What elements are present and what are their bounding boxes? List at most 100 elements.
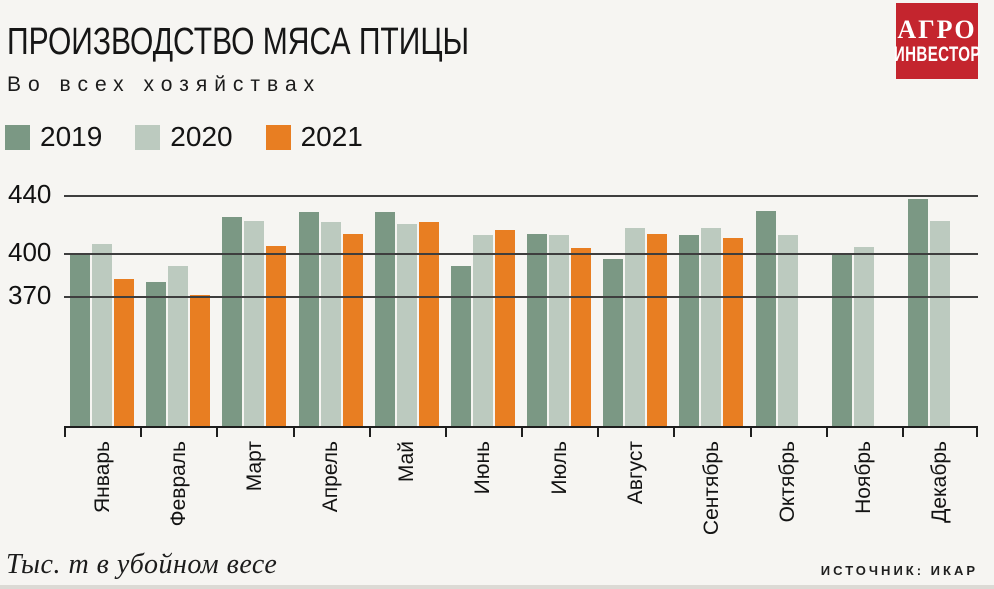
bar-slot-2021-Март — [266, 186, 287, 427]
bar-2020-Ноябрь — [853, 246, 874, 427]
bar-2019-Май — [374, 212, 395, 427]
bar-2020-Июнь — [472, 235, 493, 427]
legend-item-2021: 2021 — [265, 121, 363, 153]
bar-group-Июнь — [445, 186, 521, 427]
bar-slot-2019-Сентябрь — [679, 186, 700, 427]
bar-slot-2021-Август — [647, 186, 668, 427]
legend-item-2019: 2019 — [5, 121, 102, 153]
legend-label-2021: 2021 — [300, 121, 363, 152]
bar-slot-2021-Сентябрь — [723, 186, 744, 427]
bar-group-Август — [597, 186, 673, 427]
legend-item-2020: 2020 — [135, 121, 233, 153]
x-axis-tick-12 — [976, 427, 978, 437]
bar-slot-2021-Июнь — [494, 186, 515, 427]
bar-2020-Март — [244, 220, 265, 427]
x-label-cell-Сентябрь: Сентябрь — [673, 441, 749, 535]
x-axis-tick-9 — [749, 427, 752, 437]
bar-slot-2021-Июль — [571, 186, 591, 427]
gridline-370 — [64, 296, 978, 299]
bar-slot-2019-Июнь — [450, 186, 471, 427]
x-label-Декабрь: Декабрь — [928, 441, 952, 523]
bar-2021-Апрель — [342, 233, 363, 427]
bar-slot-2020-Июль — [549, 186, 569, 427]
x-label-cell-Май: Май — [369, 441, 445, 482]
bar-slot-2021-Апрель — [342, 186, 363, 427]
bar-group-Декабрь — [902, 186, 978, 427]
bar-2019-Июнь — [450, 265, 471, 427]
bar-2020-Январь — [92, 244, 112, 427]
bar-2021-Июль — [571, 248, 591, 427]
bar-2021-Февраль — [190, 294, 211, 427]
bar-slot-2019-Июль — [527, 186, 547, 427]
bar-slot-2020-Январь — [92, 186, 112, 427]
y-tick-label-440: 440 — [8, 178, 52, 209]
legend-swatch-2021 — [265, 124, 291, 150]
bar-slot-2019-Май — [374, 186, 395, 427]
logo-text-agro: АГРО — [897, 15, 977, 45]
bar-2021-Январь — [114, 278, 134, 427]
bar-slot-2019-Февраль — [146, 186, 167, 427]
bar-group-Июль — [521, 186, 597, 427]
bar-2021-Июнь — [494, 229, 515, 427]
bar-slot-2020-Май — [396, 186, 417, 427]
legend-swatch-2019 — [5, 124, 30, 150]
gridline-400 — [64, 252, 978, 255]
x-axis-tick-3 — [292, 427, 295, 437]
bar-slot-2020-Декабрь — [929, 186, 950, 427]
bar-group-Май — [369, 186, 445, 427]
x-label-Сентябрь: Сентябрь — [699, 441, 723, 536]
x-label-cell-Июль: Июль — [521, 441, 597, 495]
bar-slot-2020-Февраль — [168, 186, 189, 427]
bar-2019-Декабрь — [907, 199, 928, 427]
x-axis-tick-2 — [216, 427, 219, 437]
x-axis-tick-1 — [140, 427, 143, 437]
bar-slot-2021-Май — [418, 186, 439, 427]
x-label-cell-Апрель: Апрель — [293, 441, 369, 512]
y-tick-label-400: 400 — [8, 236, 52, 267]
bar-slot-2019-Декабрь — [907, 186, 928, 427]
bar-slot-2020-Июнь — [472, 186, 493, 427]
unit-note: Тыс. т в убойном весе — [6, 549, 278, 580]
bar-group-Сентябрь — [673, 186, 749, 427]
bar-2019-Февраль — [146, 281, 167, 427]
bar-2019-Октябрь — [755, 210, 776, 427]
x-label-Июнь: Июнь — [471, 441, 495, 495]
bar-2020-Май — [396, 223, 417, 427]
bar-slot-2021-Декабрь — [952, 186, 972, 427]
x-axis-tick-8 — [673, 427, 676, 437]
bar-group-Февраль — [140, 186, 216, 427]
x-axis-tick-6 — [521, 427, 523, 437]
bar-2020-Декабрь — [929, 220, 950, 427]
bar-2019-Апрель — [298, 212, 319, 427]
bar-slot-2020-Ноябрь — [853, 186, 874, 427]
bar-group-Январь — [64, 186, 140, 427]
x-label-cell-Октябрь: Октябрь — [750, 441, 826, 522]
x-label-Август: Август — [623, 441, 647, 505]
bar-2021-Сентябрь — [723, 238, 744, 427]
bar-chart-plot-area: 370 400 440 Январь Февраль Март Апрель Май Июнь И… — [8, 181, 978, 535]
legend: 2019 2020 2021 — [5, 121, 363, 153]
legend-label-2020: 2020 — [170, 121, 233, 152]
bar-slot-2019-Март — [222, 186, 243, 427]
x-axis-tick-5 — [444, 427, 447, 437]
bar-2021-Март — [266, 245, 287, 427]
bar-2020-Октябрь — [777, 235, 798, 427]
bar-2020-Сентябрь — [701, 228, 722, 427]
bar-slot-2019-Август — [603, 186, 624, 427]
x-axis-tick-4 — [368, 427, 371, 437]
bar-group-Ноябрь — [826, 186, 902, 427]
x-axis-tick-7 — [597, 427, 600, 437]
x-label-Июль: Июль — [547, 441, 571, 495]
y-tick-label-370: 370 — [8, 280, 52, 311]
x-label-cell-Январь: Январь — [64, 441, 140, 513]
bar-2019-Март — [222, 216, 243, 427]
bar-2019-Январь — [70, 252, 90, 427]
x-label-cell-Ноябрь: Ноябрь — [826, 441, 902, 514]
x-label-cell-Август: Август — [597, 441, 673, 504]
bar-slot-2019-Ноябрь — [831, 186, 852, 427]
x-label-Май: Май — [395, 441, 419, 483]
x-label-cell-Февраль: Февраль — [140, 441, 216, 526]
bar-2021-Май — [418, 222, 439, 427]
bar-slot-2020-Март — [244, 186, 265, 427]
